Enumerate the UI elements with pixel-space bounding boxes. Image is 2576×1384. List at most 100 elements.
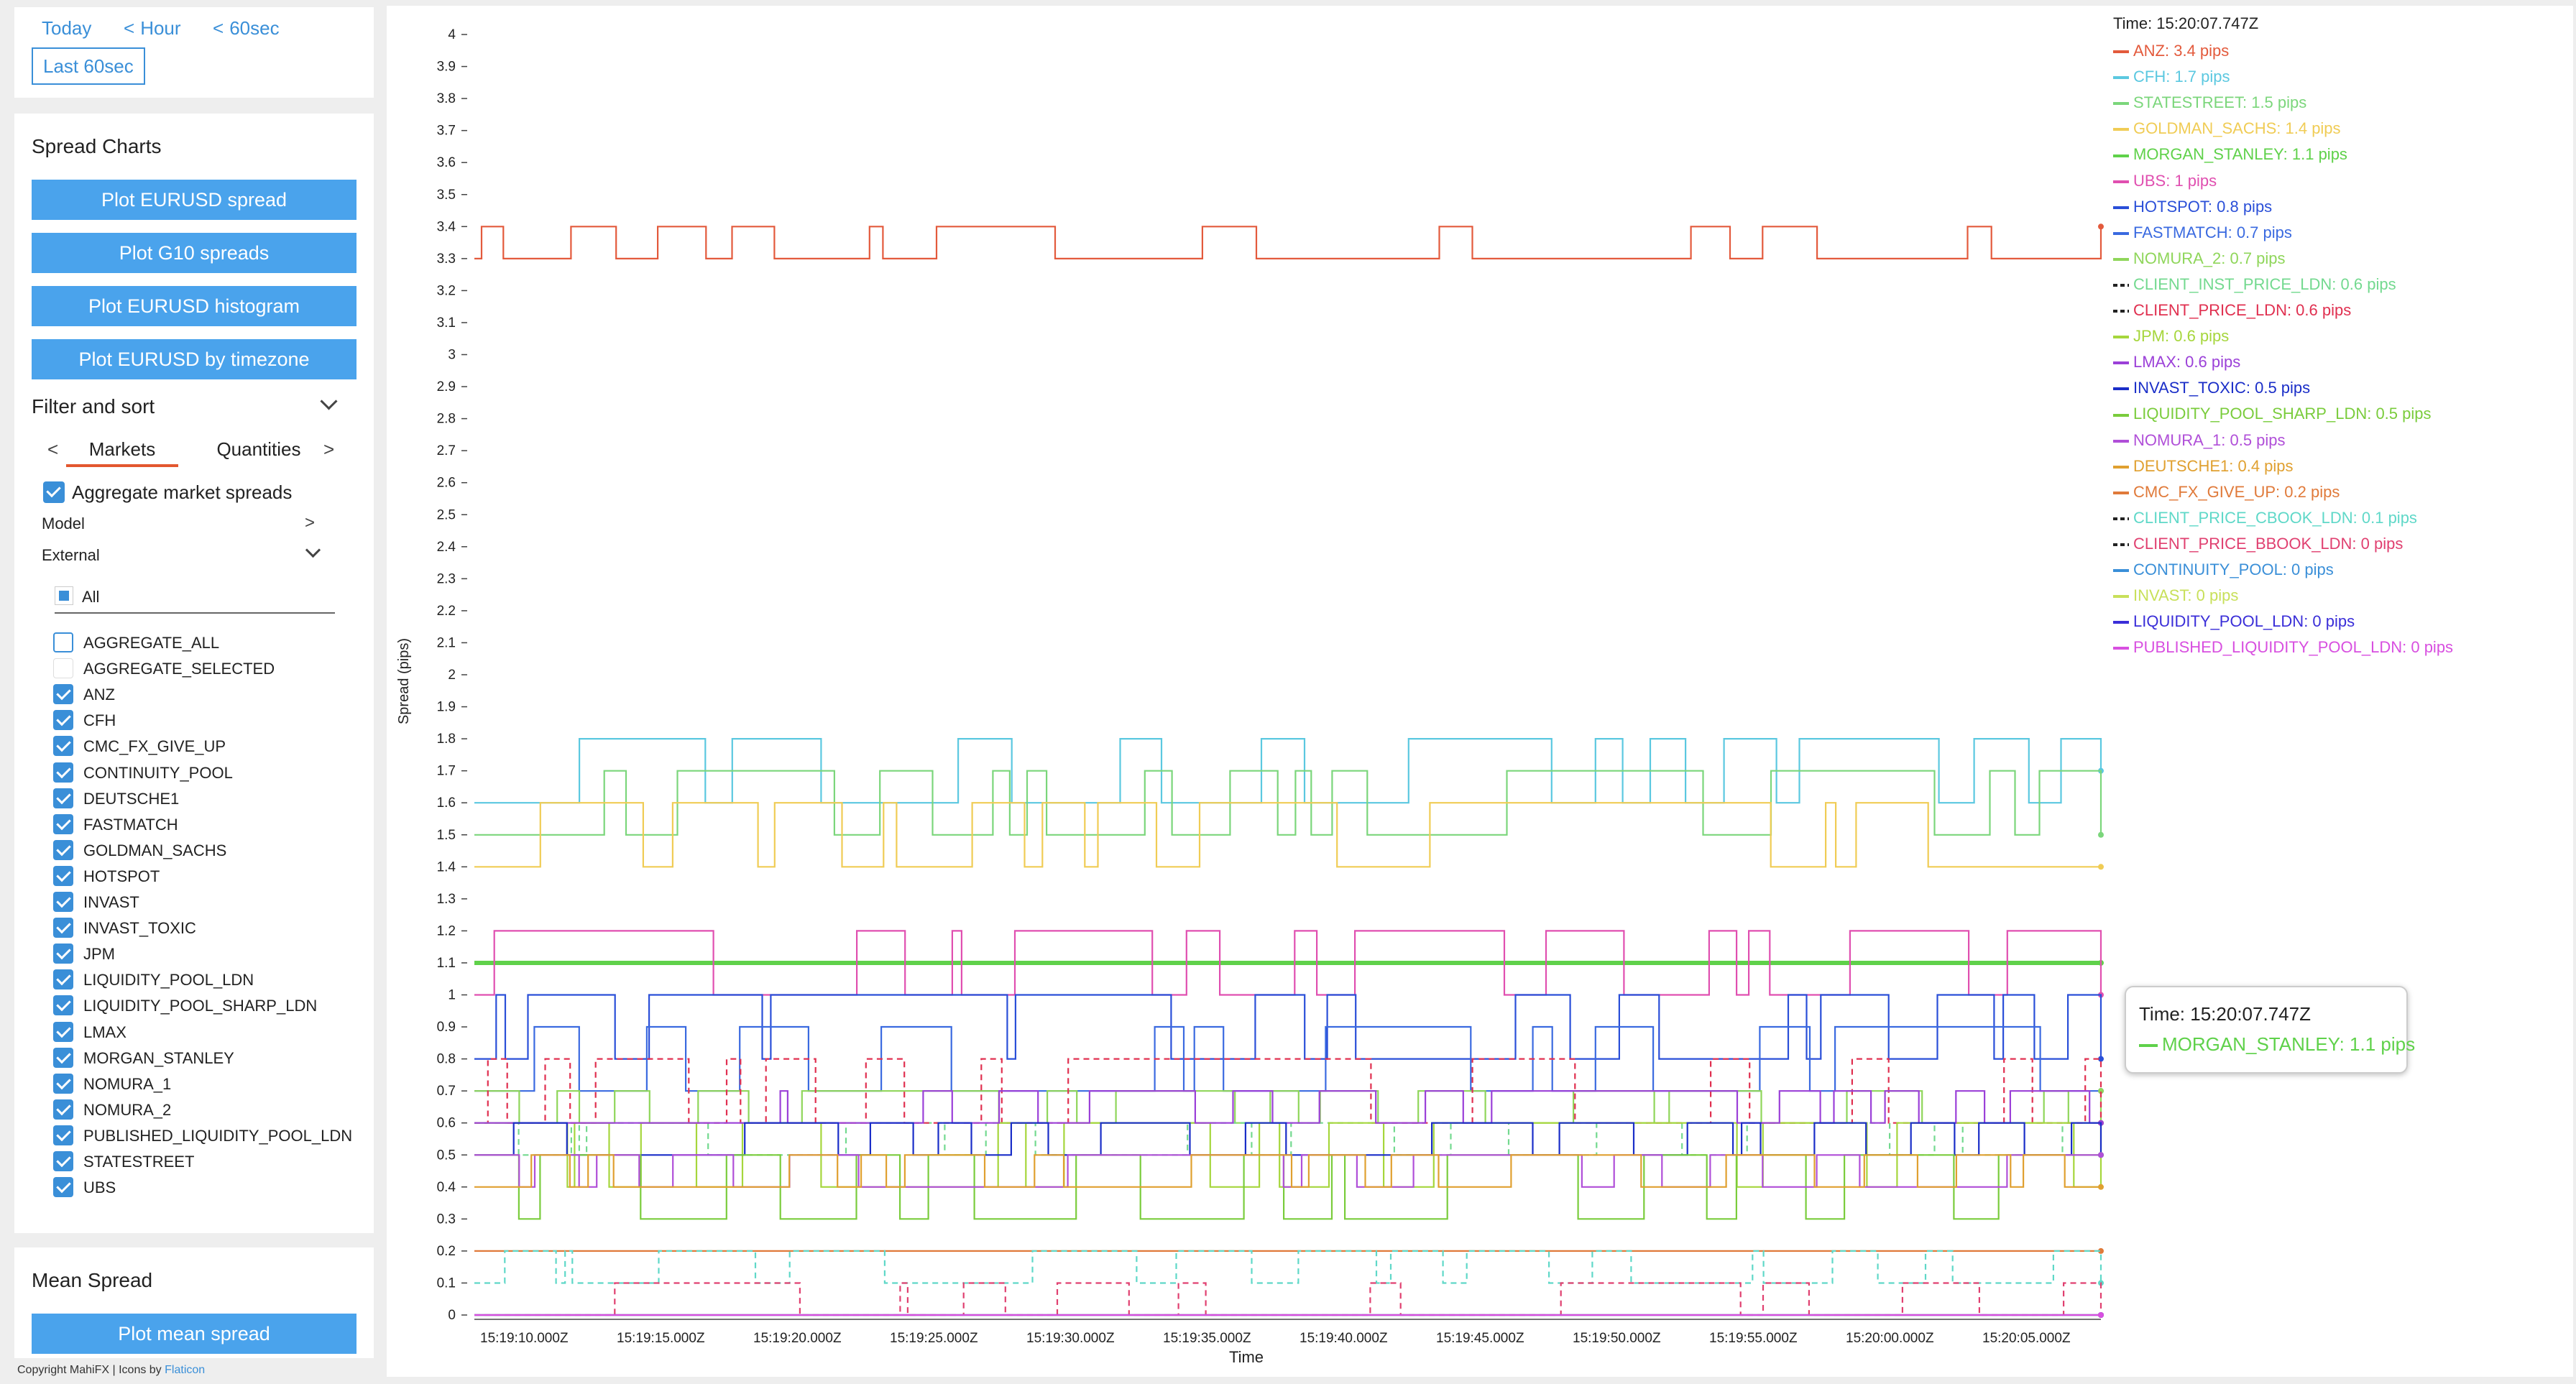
legend-item[interactable]: CFH: 1.7 pips — [2113, 68, 2230, 86]
legend-item[interactable]: LIQUIDITY_POOL_SHARP_LDN: 0.5 pips — [2113, 405, 2432, 423]
legend-item[interactable]: UBS: 1 pips — [2113, 172, 2217, 190]
x-tick-label: 15:19:45.000Z — [1436, 1331, 1524, 1346]
legend-item[interactable]: CLIENT_PRICE_LDN: 0.6 pips — [2113, 301, 2351, 320]
market-label: DEUTSCHE1 — [83, 789, 180, 808]
legend-item[interactable]: JPM: 0.6 pips — [2113, 327, 2229, 346]
market-checkbox[interactable] — [53, 918, 73, 938]
series-line[interactable] — [474, 1122, 2101, 1156]
legend-item[interactable]: MORGAN_STANLEY: 1.1 pips — [2113, 145, 2347, 164]
market-checkbox[interactable] — [53, 839, 73, 860]
spread-charts-panel: Spread Charts Plot EURUSD spread Plot G1… — [14, 114, 374, 1233]
filter-and-sort-toggle[interactable]: Filter and sort — [32, 395, 356, 420]
external-label[interactable]: External — [42, 546, 100, 564]
y-tick-label: 1.6 — [437, 795, 456, 811]
series-line[interactable] — [474, 738, 2102, 804]
aggregate-checkbox[interactable] — [43, 481, 65, 503]
tabs-prev-icon[interactable]: < — [47, 438, 59, 460]
legend-item[interactable]: CLIENT_PRICE_CBOOK_LDN: 0.1 pips — [2113, 509, 2417, 527]
all-checkbox[interactable] — [55, 586, 73, 605]
plot-eurusd-spread-button[interactable]: Plot EURUSD spread — [32, 180, 356, 220]
series-line[interactable] — [474, 1058, 2102, 1124]
market-checkbox[interactable] — [53, 658, 73, 679]
market-checkbox[interactable] — [53, 995, 73, 1016]
series-line[interactable] — [474, 226, 2102, 259]
y-tick-label: 1.4 — [437, 859, 456, 875]
model-label[interactable]: Model — [42, 515, 85, 532]
flaticon-link[interactable]: Flaticon — [165, 1364, 206, 1376]
series-line[interactable] — [474, 770, 2102, 836]
legend-item[interactable]: LMAX: 0.6 pips — [2113, 353, 2240, 372]
series-line[interactable] — [474, 1250, 2102, 1284]
external-chevron-down-icon[interactable] — [305, 542, 321, 558]
series-line[interactable] — [474, 1154, 2101, 1220]
series-line[interactable] — [474, 1090, 2102, 1124]
legend-swatch — [2113, 647, 2129, 650]
legend-swatch — [2113, 543, 2129, 547]
series-line[interactable] — [474, 802, 2101, 868]
legend-item[interactable]: NOMURA_2: 0.7 pips — [2113, 249, 2286, 268]
market-checkbox[interactable] — [53, 865, 73, 886]
plot-mean-spread-button[interactable]: Plot mean spread — [32, 1314, 356, 1354]
market-checkbox[interactable] — [53, 736, 73, 757]
y-tick-label: 3 — [448, 348, 456, 363]
tabs-next-icon[interactable]: > — [323, 438, 335, 460]
market-checkbox[interactable] — [53, 1177, 73, 1198]
hour-back-link[interactable]: Hour — [124, 17, 180, 40]
legend-title: Time: 15:20:07.747Z — [2113, 14, 2259, 32]
sixty-sec-back-link[interactable]: 60sec — [213, 17, 279, 40]
market-checkbox[interactable] — [53, 1151, 73, 1171]
series-line[interactable] — [474, 1154, 2101, 1188]
x-tick-label: 15:19:40.000Z — [1300, 1331, 1388, 1346]
market-checkbox[interactable] — [53, 813, 73, 834]
model-chevron-right-icon[interactable]: > — [305, 513, 316, 532]
market-checkbox[interactable] — [53, 969, 73, 990]
legend-item[interactable]: CMC_FX_GIVE_UP: 0.2 pips — [2113, 483, 2340, 502]
series-line[interactable] — [474, 1090, 2101, 1124]
today-link[interactable]: Today — [42, 17, 92, 39]
market-label: PUBLISHED_LIQUIDITY_POOL_LDN — [83, 1126, 353, 1145]
plot-g10-spreads-button[interactable]: Plot G10 spreads — [32, 233, 356, 273]
market-checkbox[interactable] — [53, 632, 73, 652]
market-checkbox[interactable] — [53, 1125, 73, 1145]
legend-item[interactable]: CLIENT_PRICE_BBOOK_LDN: 0 pips — [2113, 535, 2403, 553]
legend-swatch — [2113, 102, 2129, 106]
series-line[interactable] — [474, 1154, 2101, 1188]
market-checkbox[interactable] — [53, 1047, 73, 1068]
legend-item[interactable]: LIQUIDITY_POOL_LDN: 0 pips — [2113, 612, 2355, 631]
legend-item[interactable]: STATESTREET: 1.5 pips — [2113, 93, 2306, 112]
market-checkbox[interactable] — [53, 788, 73, 808]
tab-quantities[interactable]: Quantities — [216, 438, 301, 460]
legend-item[interactable]: PUBLISHED_LIQUIDITY_POOL_LDN: 0 pips — [2113, 638, 2453, 657]
market-checkbox[interactable] — [53, 710, 73, 731]
market-checkbox[interactable] — [53, 684, 73, 705]
legend-item[interactable]: NOMURA_1: 0.5 pips — [2113, 431, 2286, 450]
spread-chart[interactable]: 0 0.1 0.2 0.3 0.4 0.5 0.6 0.7 0.8 0.9 1 1.1 1.2 1.3 1.… — [387, 6, 2573, 1377]
series-line[interactable] — [474, 1122, 2102, 1156]
legend-item[interactable]: GOLDMAN_SACHS: 1.4 pips — [2113, 119, 2341, 138]
legend-item[interactable]: CLIENT_INST_PRICE_LDN: 0.6 pips — [2113, 275, 2396, 294]
series-end-point — [2098, 831, 2104, 838]
legend-item[interactable]: INVAST_TOXIC: 0.5 pips — [2113, 379, 2310, 397]
plot-eurusd-histogram-button[interactable]: Plot EURUSD histogram — [32, 286, 356, 326]
last-60sec-button[interactable]: Last 60sec — [32, 47, 145, 85]
y-tick-label: 4 — [448, 27, 456, 42]
y-tick-label: 2 — [448, 668, 456, 683]
tab-markets[interactable]: Markets — [88, 438, 156, 460]
market-checkbox[interactable] — [53, 762, 73, 783]
legend-item[interactable]: DEUTSCHE1: 0.4 pips — [2113, 457, 2294, 476]
market-checkbox[interactable] — [53, 1099, 73, 1120]
series-line[interactable] — [474, 1282, 2102, 1316]
market-checkbox[interactable] — [53, 1021, 73, 1042]
legend-item[interactable]: HOTSPOT: 0.8 pips — [2113, 198, 2272, 216]
legend-item[interactable]: FASTMATCH: 0.7 pips — [2113, 223, 2292, 242]
market-checkbox[interactable] — [53, 1073, 73, 1094]
legend-item[interactable]: ANZ: 3.4 pips — [2113, 42, 2229, 60]
market-checkbox[interactable] — [53, 944, 73, 964]
series-end-point — [2098, 1088, 2104, 1094]
legend-swatch — [2113, 154, 2129, 157]
plot-eurusd-by-timezone-button[interactable]: Plot EURUSD by timezone — [32, 339, 356, 379]
legend-item[interactable]: CONTINUITY_POOL: 0 pips — [2113, 560, 2334, 579]
market-checkbox[interactable] — [53, 892, 73, 912]
legend-item[interactable]: INVAST: 0 pips — [2113, 586, 2238, 605]
y-tick-label: 2.8 — [437, 412, 456, 427]
